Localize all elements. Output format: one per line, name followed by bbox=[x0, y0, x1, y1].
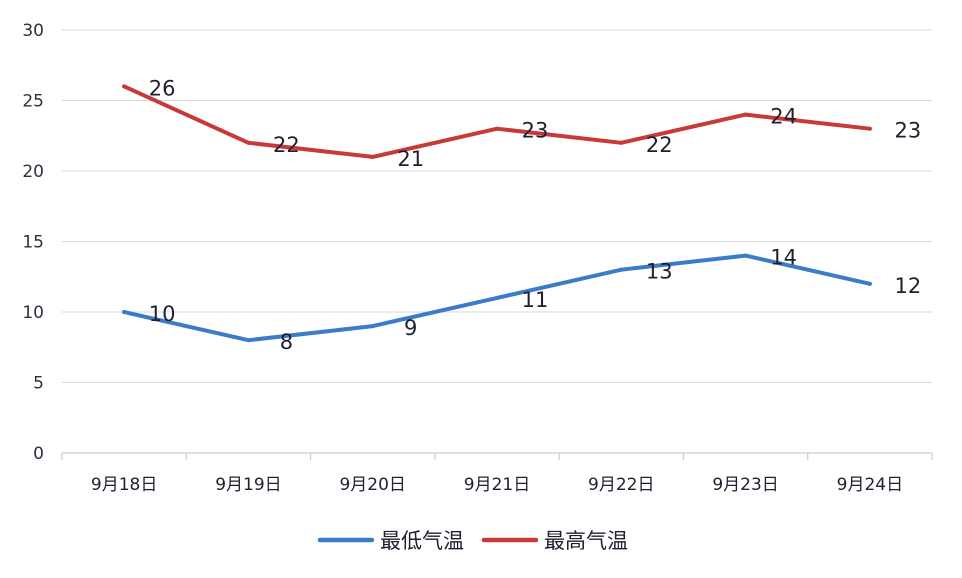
x-axis: 9月18日 9月19日 9月20日 9月21日 9月22日 9月23日 9月24日 bbox=[61, 452, 933, 495]
y-tick-label-30: 30 bbox=[22, 21, 44, 41]
data-labels: 10 8 9 11 13 14 12 26 22 21 23 22 24 23 bbox=[149, 76, 921, 354]
data-point bbox=[619, 140, 624, 145]
data-point bbox=[495, 295, 499, 300]
data-label: 11 bbox=[522, 288, 549, 312]
x-tick-label: 9月20日 bbox=[339, 475, 405, 495]
data-point bbox=[867, 126, 872, 131]
data-point bbox=[743, 253, 748, 258]
legend-label-1: 最低气温 bbox=[380, 529, 464, 553]
x-tick-label: 9月24日 bbox=[837, 475, 903, 495]
legend: 最低气温 最高气温 bbox=[317, 529, 628, 553]
grid-lines bbox=[62, 29, 932, 383]
x-tick-label: 9月18日 bbox=[91, 475, 157, 495]
legend-label-2: 最高气温 bbox=[544, 529, 628, 553]
data-label: 22 bbox=[646, 133, 673, 157]
data-point bbox=[619, 267, 624, 272]
data-label: 12 bbox=[894, 274, 921, 298]
series-lines bbox=[122, 84, 872, 343]
data-point bbox=[122, 310, 127, 314]
data-label: 8 bbox=[280, 330, 293, 354]
y-tick-label-20: 20 bbox=[22, 162, 44, 182]
series-line-2 bbox=[122, 84, 872, 159]
data-point bbox=[246, 338, 251, 343]
y-tick-label-15: 15 bbox=[22, 233, 44, 253]
data-point bbox=[122, 84, 127, 89]
data-label: 13 bbox=[646, 260, 673, 284]
data-point bbox=[246, 140, 251, 145]
x-tick-label: 9月19日 bbox=[215, 475, 281, 495]
y-tick-label-5: 5 bbox=[33, 374, 44, 394]
data-point bbox=[495, 126, 499, 131]
x-tick-label: 9月23日 bbox=[712, 475, 778, 495]
y-tick-label-25: 25 bbox=[22, 92, 44, 112]
x-tick-label: 9月21日 bbox=[464, 475, 530, 495]
data-label: 22 bbox=[273, 133, 300, 157]
data-point bbox=[370, 324, 375, 329]
data-label: 21 bbox=[397, 147, 424, 171]
x-tick-label: 9月22日 bbox=[588, 475, 654, 495]
data-label: 9 bbox=[404, 316, 417, 340]
data-label: 23 bbox=[522, 119, 549, 143]
y-axis-ticks: 0 5 10 15 20 25 30 bbox=[22, 21, 44, 464]
data-label: 26 bbox=[149, 76, 176, 100]
y-tick-label-10: 10 bbox=[22, 303, 44, 323]
data-point bbox=[867, 281, 872, 286]
data-point bbox=[743, 112, 748, 117]
y-tick-label-0: 0 bbox=[33, 444, 44, 464]
data-label: 14 bbox=[770, 246, 797, 270]
data-label: 24 bbox=[770, 105, 797, 129]
data-label: 23 bbox=[894, 119, 921, 143]
data-point bbox=[370, 154, 375, 159]
data-label: 10 bbox=[149, 302, 176, 326]
